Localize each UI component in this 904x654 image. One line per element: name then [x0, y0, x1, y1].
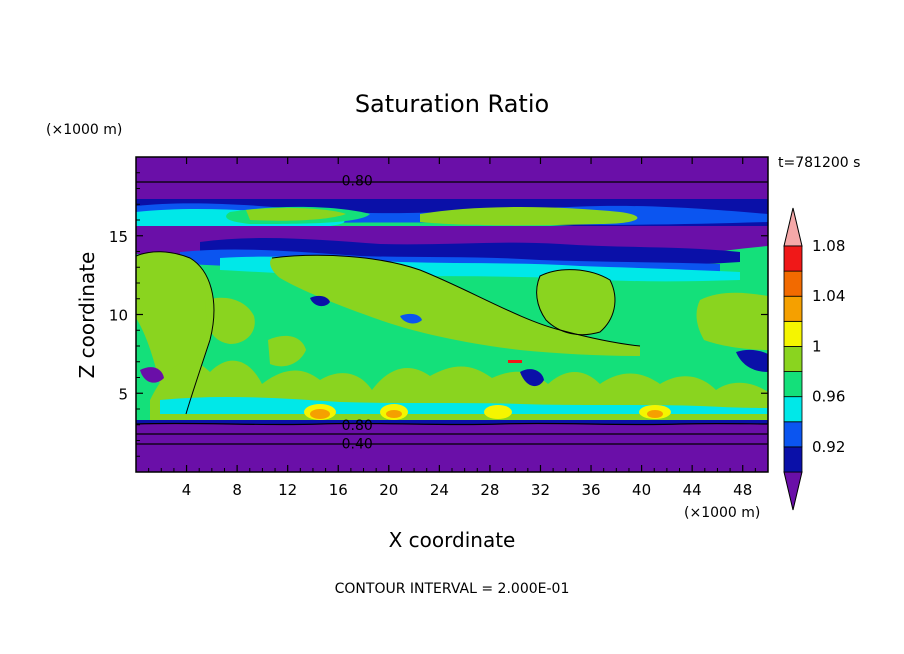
- colorbar-cell: [783, 346, 803, 372]
- mid-patch-1: [205, 297, 255, 344]
- colorbar-cell: [783, 421, 803, 448]
- x-axis-title: X coordinate: [389, 528, 516, 552]
- x-tick-label: 48: [733, 481, 752, 499]
- colorbar-cell: [783, 295, 803, 322]
- colorbar-label: 1.08: [812, 237, 845, 255]
- x-tick-label: 20: [379, 481, 398, 499]
- x-tick-label: 8: [232, 481, 242, 499]
- contour-line-left-plume: [136, 251, 215, 415]
- colorbar-label: 0.92: [812, 438, 845, 456]
- x-tick-label: 44: [683, 481, 702, 499]
- x-tick-label: 24: [430, 481, 449, 499]
- contour-field: [136, 157, 768, 472]
- x-unit-label: (×1000 m): [684, 505, 760, 521]
- warm-pocket-1-core: [310, 409, 330, 419]
- x-tick-label: 32: [531, 481, 550, 499]
- upper-yellowgreen-lens-2: [246, 207, 346, 221]
- contour-label: 0.40: [342, 437, 373, 453]
- colorbar-cell: [783, 371, 803, 398]
- y-unit-label: (×1000 m): [46, 122, 122, 138]
- lower-blue-edge: [136, 420, 768, 424]
- mid-patch-2: [268, 335, 306, 367]
- x-tick-label: 40: [632, 481, 651, 499]
- colorbar-cell: [783, 245, 803, 272]
- y-tick-label: 5: [118, 385, 128, 403]
- colorbar-cell: [783, 320, 803, 347]
- x-tick-label: 12: [278, 481, 297, 499]
- blue-speck-2: [400, 313, 422, 324]
- x-tick-label: 4: [182, 481, 192, 499]
- blue-speck-3: [520, 369, 544, 387]
- contour-label: 0.80: [342, 418, 373, 434]
- colorbar-cell: [783, 446, 803, 473]
- colorbar-label: 0.96: [812, 388, 845, 406]
- colorbar: 0.92 0.96 1 1.04 1.08: [783, 207, 845, 511]
- contour-line-central-slab: [271, 254, 641, 347]
- contour-interval-label: CONTOUR INTERVAL = 2.000E-01: [335, 581, 570, 597]
- colorbar-cell: [783, 396, 803, 423]
- colorbar-label: 1.04: [812, 287, 845, 305]
- blue-speck-1: [310, 295, 330, 307]
- warm-pocket-4-core: [647, 410, 663, 418]
- x-tick-label: 36: [581, 481, 600, 499]
- red-speck: [508, 360, 522, 363]
- upper-dry-band: [136, 157, 768, 199]
- lower-dry-band: [136, 420, 768, 472]
- colorbar-cell: [783, 270, 803, 297]
- colorbar-label: 1: [812, 337, 822, 355]
- contour-line-base: [136, 422, 768, 426]
- contour-labels: 0.80 0.80 0.40: [342, 174, 373, 453]
- blue-speck-5: [140, 367, 164, 383]
- upper-yellowgreen-lens: [420, 207, 638, 226]
- chart-title: Saturation Ratio: [355, 90, 549, 118]
- colorbar-bottom-triangle: [783, 471, 803, 511]
- warm-pocket-2-core: [386, 410, 402, 418]
- right-blob: [536, 269, 615, 335]
- colorbar-top-triangle: [783, 207, 803, 247]
- x-tick-label: 16: [329, 481, 348, 499]
- blue-speck-4: [736, 349, 768, 372]
- y-tick-label: 10: [109, 307, 128, 325]
- contour-label: 0.80: [342, 174, 373, 190]
- right-edge-blob: [696, 292, 768, 350]
- contour-line-right-blob: [536, 269, 616, 336]
- y-tick-label: 15: [109, 228, 128, 246]
- y-axis-title: Z coordinate: [75, 252, 99, 379]
- x-tick-label: 28: [480, 481, 499, 499]
- central-slab: [270, 255, 640, 356]
- warm-pocket-3: [484, 405, 512, 419]
- time-label: t=781200 s: [778, 155, 860, 171]
